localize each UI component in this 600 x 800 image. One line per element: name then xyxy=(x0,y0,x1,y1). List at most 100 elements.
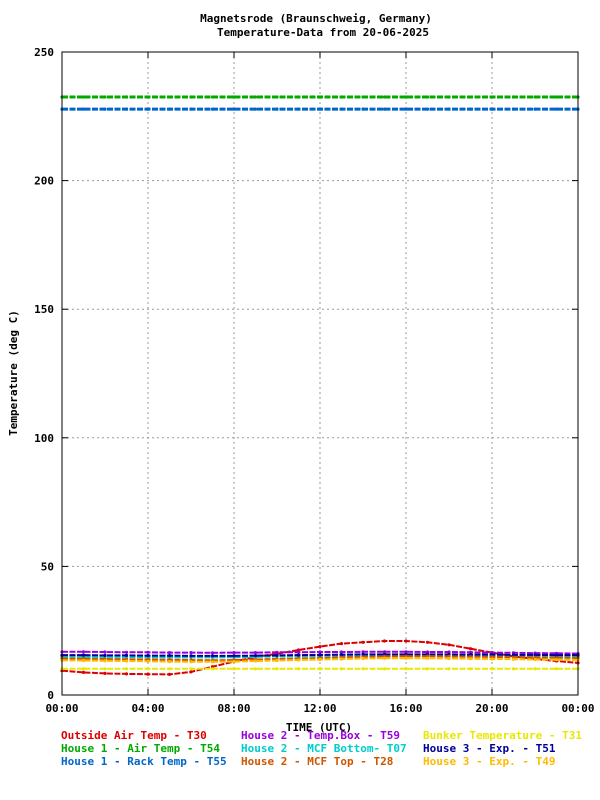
data-point xyxy=(189,660,193,664)
data-point xyxy=(318,667,322,671)
data-point xyxy=(511,95,516,99)
data-point xyxy=(533,95,537,99)
data-point xyxy=(210,95,215,99)
x-tick-label: 20:00 xyxy=(475,702,508,715)
y-axis-ticks: 0 50 100 150 200 250 xyxy=(34,46,578,702)
data-point xyxy=(253,107,258,111)
data-point xyxy=(339,650,344,654)
data-point xyxy=(210,654,215,658)
data-point xyxy=(382,107,387,111)
data-point xyxy=(275,658,279,663)
data-point xyxy=(296,650,301,654)
data-point xyxy=(81,650,86,654)
legend-entry: House 2 - MCF Top - T28 xyxy=(241,755,393,768)
data-point xyxy=(361,656,365,661)
data-point xyxy=(554,95,559,99)
data-point xyxy=(447,667,451,671)
series-t31 xyxy=(60,667,580,671)
data-point xyxy=(296,653,301,657)
data-point xyxy=(554,107,559,111)
data-point xyxy=(146,672,150,676)
data-point xyxy=(210,107,215,111)
data-point xyxy=(533,107,537,111)
data-point xyxy=(124,672,129,676)
data-point xyxy=(189,654,193,658)
legend-entry: House 1 - Air Temp - T54 xyxy=(61,742,220,755)
data-point xyxy=(447,107,451,111)
data-point xyxy=(490,667,494,671)
data-point xyxy=(146,95,150,99)
y-tick-label: 200 xyxy=(34,175,54,188)
data-point xyxy=(490,107,494,111)
data-point xyxy=(554,653,559,657)
data-point xyxy=(468,95,473,99)
data-point xyxy=(103,671,107,676)
data-point xyxy=(167,667,172,671)
data-point xyxy=(511,107,516,111)
data-point xyxy=(189,651,193,655)
data-point xyxy=(447,95,451,99)
data-point xyxy=(81,658,86,663)
legend-entry: House 3 - Exp. - T51 xyxy=(423,742,556,755)
chart-title: Magnetsrode (Braunschweig, Germany) xyxy=(200,12,432,25)
data-point xyxy=(511,653,516,657)
data-point xyxy=(490,95,494,99)
data-point xyxy=(124,107,129,111)
data-point xyxy=(275,667,279,671)
data-point xyxy=(425,667,430,671)
data-point xyxy=(361,652,365,657)
data-point xyxy=(81,670,86,675)
data-point xyxy=(296,667,301,671)
data-point xyxy=(232,107,236,111)
data-point xyxy=(511,657,516,661)
data-point xyxy=(124,653,129,658)
data-point xyxy=(318,95,322,99)
data-point xyxy=(404,650,408,654)
data-point xyxy=(146,107,150,111)
x-tick-label: 00:00 xyxy=(561,702,594,715)
series-layer xyxy=(60,95,580,677)
data-point xyxy=(468,107,473,111)
x-tick-label: 04:00 xyxy=(131,702,164,715)
data-point xyxy=(361,95,365,99)
data-point xyxy=(339,653,344,657)
x-tick-label: 12:00 xyxy=(303,702,336,715)
legend-entry: House 3 - Exp. - T49 xyxy=(423,755,555,768)
data-point xyxy=(404,667,408,671)
data-point xyxy=(81,107,86,111)
x-axis-ticks: 00:00 04:00 08:00 12:00 16:00 20:00 00:00 xyxy=(45,52,595,715)
data-point xyxy=(124,659,129,663)
data-point xyxy=(189,95,193,99)
data-point xyxy=(296,95,301,99)
data-point xyxy=(318,657,322,662)
data-point xyxy=(318,645,322,649)
data-point xyxy=(404,95,408,99)
data-point xyxy=(533,653,537,657)
data-point xyxy=(425,107,430,111)
x-tick-label: 00:00 xyxy=(45,702,78,715)
data-point xyxy=(210,660,215,664)
data-point xyxy=(253,654,258,658)
data-point xyxy=(554,658,559,662)
data-point xyxy=(167,654,172,658)
chart-subtitle: Temperature-Data from 20-06-2025 xyxy=(217,26,429,39)
data-point xyxy=(167,95,172,99)
data-point xyxy=(253,651,258,655)
data-point xyxy=(361,107,365,111)
data-point xyxy=(425,95,430,99)
data-point xyxy=(146,650,150,654)
data-point xyxy=(275,95,279,99)
data-point xyxy=(167,660,172,664)
data-point xyxy=(103,650,107,654)
y-axis-label: Temperature (deg C) xyxy=(7,310,20,436)
legend-entry: House 2 - Temp.Box - T59 xyxy=(241,729,400,742)
data-point xyxy=(275,107,279,111)
data-point xyxy=(189,667,193,671)
data-point xyxy=(447,650,451,654)
data-point xyxy=(468,657,473,661)
data-point xyxy=(425,640,430,644)
data-point xyxy=(81,667,86,671)
data-point xyxy=(81,95,86,99)
data-point xyxy=(447,656,451,661)
